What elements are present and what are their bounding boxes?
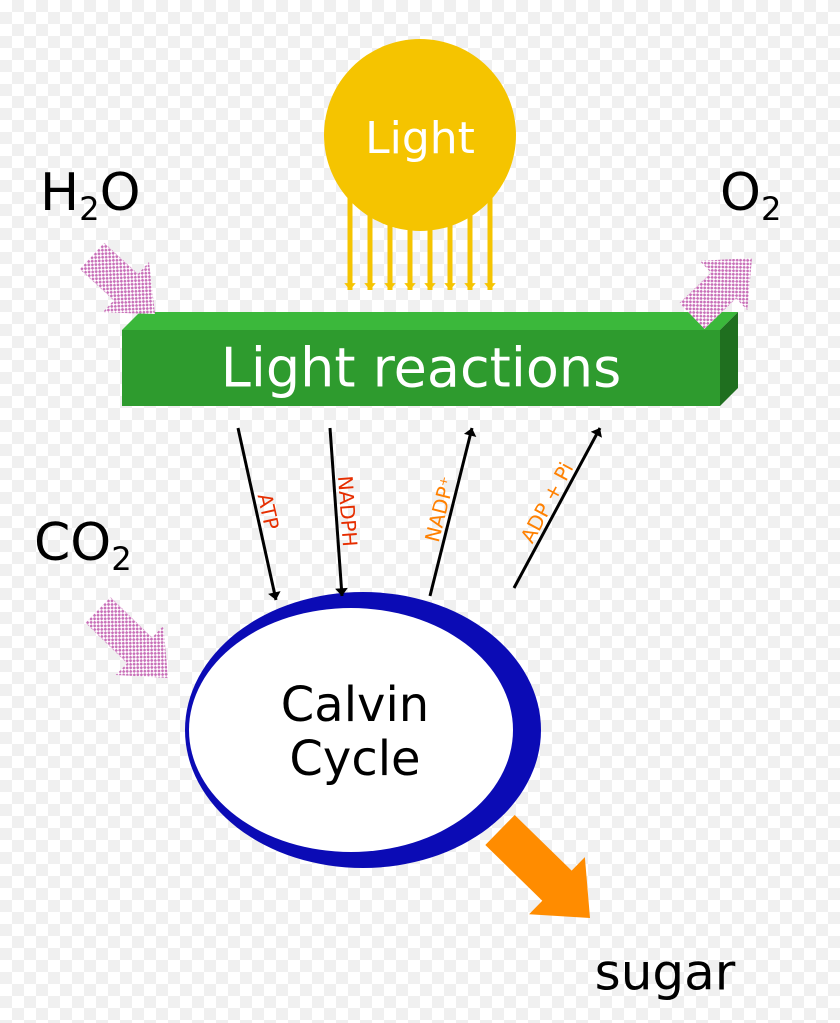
calvin-cycle: CalvinCycle [185,592,541,868]
svg-text:CO2: CO2 [34,513,132,578]
adp-arrow [514,428,602,588]
light-reactions-box: Light reactions [122,312,738,406]
o2-label: O2 [720,163,781,228]
atp-arrow-label: ATP [253,491,284,532]
calvin-label-1: Calvin [281,677,429,733]
atp-arrow-label-group: ATP [253,491,284,532]
sun: Light [324,39,516,231]
adp-arrow-label: ADP + Pi [516,458,579,547]
sun-ray [344,190,355,290]
light-reactions-label: Light reactions [221,337,622,400]
sun-label: Light [365,113,475,164]
co2-label: CO2 [34,513,132,578]
svg-text:H2O: H2O [40,163,141,228]
svg-text:O2: O2 [720,163,781,228]
adp-arrow-label-group: ADP + Pi [516,458,579,547]
nadp-arrow-label-group: NADP⁺ [420,474,459,545]
diagram-svg: Light Light reactions CalvinCycle ATP NADPH N… [0,0,840,1023]
nadph-arrow-label: NADPH [333,475,362,548]
h2o-label: H2O [40,163,141,228]
co2-arrow [74,585,192,702]
nadp-arrow-label: NADP⁺ [420,474,459,545]
nadph-arrow-label-group: NADPH [333,475,362,548]
sun-ray [484,190,495,290]
calvin-label-2: Cycle [289,731,420,787]
sugar-label: sugar [595,944,736,1002]
